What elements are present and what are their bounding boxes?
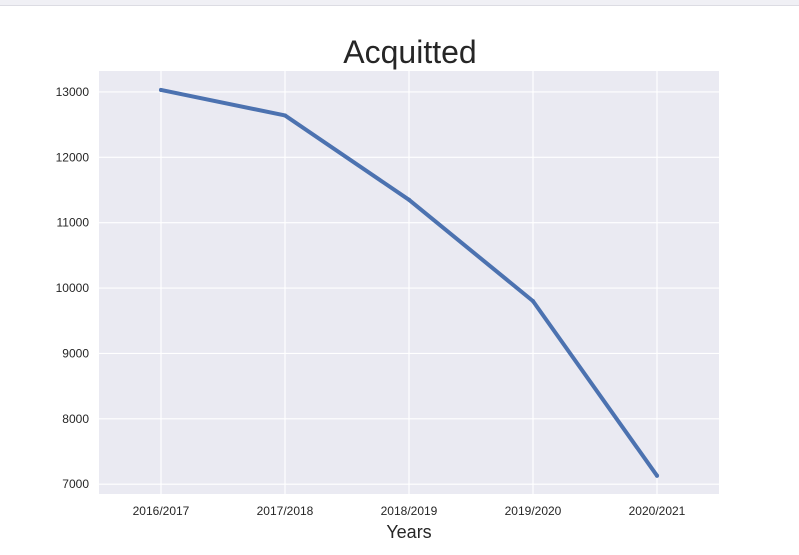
x-tick-label: 2017/2018 [257, 504, 314, 518]
data-point [531, 299, 535, 304]
x-tick-label: 2019/2020 [505, 504, 562, 518]
data-point [407, 197, 411, 202]
y-tick-label: 10000 [56, 281, 90, 295]
window-top-bar [0, 0, 799, 6]
y-tick-label: 8000 [62, 412, 89, 426]
y-tick-label: 11000 [57, 216, 90, 230]
x-tick-label: 2016/2017 [133, 504, 190, 518]
y-tick-label: 9000 [62, 346, 89, 360]
y-tick-label: 12000 [56, 150, 90, 164]
data-point [283, 113, 287, 118]
y-tick-label: 13000 [56, 85, 90, 99]
series-lines [159, 87, 659, 478]
data-point [159, 87, 163, 92]
x-axis-ticks: 2016/2017 2017/2018 2018/2019 2019/2020 2020… [133, 504, 686, 518]
y-tick-label: 7000 [62, 477, 89, 491]
data-point [655, 473, 659, 478]
x-tick-label: 2020/2021 [629, 504, 686, 518]
y-axis-ticks: 7000 8000 9000 10000 11000 12000 13000 [56, 85, 90, 491]
chart-title: Acquitted [343, 34, 476, 70]
x-tick-label: 2018/2019 [381, 504, 438, 518]
x-axis-label: Years [386, 522, 431, 542]
